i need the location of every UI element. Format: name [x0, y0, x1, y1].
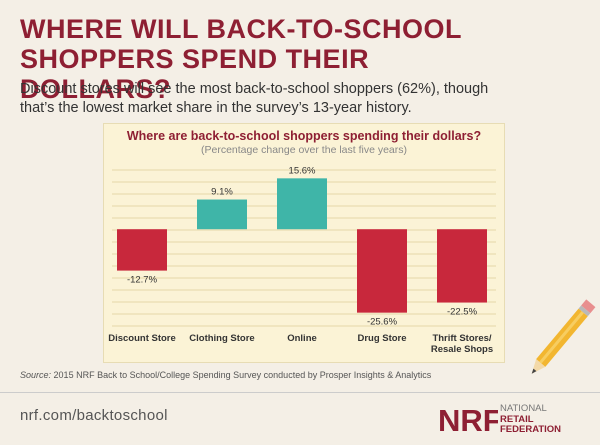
subtitle: Discount stores will see the most back-t… — [20, 81, 489, 116]
logo-line-national: NATIONAL — [500, 403, 547, 414]
bar-1 — [197, 199, 247, 230]
data-label-0: -12.7% — [127, 275, 158, 286]
source-note: Source: 2015 NRF Back to School/College … — [20, 370, 431, 380]
category-label-2: Online — [287, 333, 317, 344]
pencil-icon — [531, 299, 596, 374]
bar-chart: -12.7% Discount Store 9.1% Clothing Store 15… — [108, 165, 496, 355]
nrf-logo-text: NATIONAL RETAIL FEDERATION — [500, 403, 562, 436]
category-label-4: Thrift Stores/ — [432, 333, 491, 344]
nrf-logo: NRF NATIONAL RETAIL FEDERATION — [438, 400, 588, 440]
logo-line-federation: FEDERATION — [500, 424, 562, 435]
data-label-3: -25.6% — [367, 317, 398, 328]
bar-3 — [357, 229, 407, 313]
chart-subtitle: (Percentage change over the last five ye… — [200, 144, 408, 156]
category-label-0: Discount Store — [108, 333, 176, 344]
source-text: 2015 NRF Back to School/College Spending… — [53, 370, 432, 380]
footer-url[interactable]: nrf.com/backtoschool — [20, 407, 168, 424]
nrf-logo-mark: NRF — [438, 403, 498, 435]
headline: WHERE WILL BACK-TO-SCHOOL SHOPPERS SPEND… — [20, 14, 462, 104]
logo-line-retail: RETAIL — [500, 413, 534, 425]
chart-panel: Where are back-to-school shoppers spendi… — [103, 123, 505, 363]
chart-title: Where are back-to-school shoppers spendi… — [126, 129, 482, 143]
data-label-2: 15.6% — [289, 165, 316, 176]
bar-2 — [277, 178, 327, 230]
data-label-1: 9.1% — [211, 187, 233, 198]
bar-4 — [437, 229, 487, 303]
category-label-3: Drug Store — [357, 333, 406, 344]
source-label: Source: — [20, 370, 52, 380]
bar-0 — [117, 229, 167, 271]
category-label-1: Clothing Store — [189, 333, 254, 344]
nrf-logo-letters: NRF — [438, 403, 498, 435]
category-label-4: Resale Shops — [431, 344, 493, 355]
data-label-4: -22.5% — [447, 307, 478, 318]
footer-divider — [0, 392, 600, 393]
